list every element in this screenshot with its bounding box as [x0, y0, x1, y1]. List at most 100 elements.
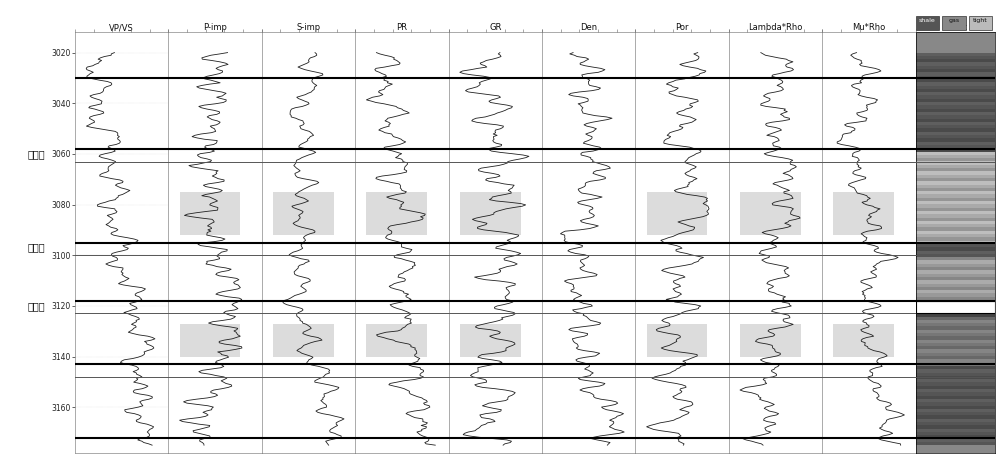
Bar	[916, 234, 995, 237]
Bar	[916, 267, 995, 270]
Bar	[916, 353, 995, 356]
Bar	[916, 363, 995, 366]
Bar	[916, 379, 995, 383]
Bar	[916, 85, 995, 89]
Bar	[916, 244, 995, 247]
Bar	[916, 102, 995, 105]
Bar	[916, 399, 995, 402]
Bar	[916, 323, 995, 327]
Bar	[916, 429, 995, 432]
Bar	[916, 155, 995, 158]
Bar	[916, 221, 995, 224]
Bar	[916, 175, 995, 178]
Bar	[916, 310, 995, 313]
Bar	[916, 366, 995, 369]
Bar	[916, 422, 995, 426]
Bar	[916, 316, 995, 320]
Bar	[916, 386, 995, 389]
Bar	[916, 178, 995, 181]
Bar	[916, 195, 995, 198]
Bar	[916, 277, 995, 280]
Bar	[942, 16, 966, 30]
Bar	[916, 112, 995, 116]
Bar	[969, 16, 992, 30]
Bar	[916, 320, 995, 323]
Bar	[916, 300, 995, 304]
Bar	[916, 145, 995, 148]
Bar	[916, 96, 995, 99]
Bar	[916, 389, 995, 392]
Bar	[916, 184, 995, 188]
Bar	[647, 323, 707, 357]
Bar	[916, 304, 995, 307]
Bar	[916, 198, 995, 201]
Bar	[916, 224, 995, 227]
Title: result: result	[943, 23, 967, 32]
Bar	[916, 301, 995, 313]
Bar	[916, 73, 995, 76]
Title: PR: PR	[396, 23, 407, 32]
Bar	[916, 207, 995, 211]
Text: tight: tight	[973, 18, 988, 23]
Bar	[916, 254, 995, 257]
Bar	[916, 369, 995, 372]
Bar	[916, 89, 995, 92]
Bar	[916, 53, 995, 56]
Bar	[916, 330, 995, 333]
Bar	[916, 307, 995, 310]
Bar	[916, 356, 995, 359]
Bar	[740, 323, 801, 357]
Bar	[916, 333, 995, 336]
Bar	[916, 438, 995, 442]
Bar	[916, 79, 995, 82]
Bar	[647, 192, 707, 235]
Bar	[916, 270, 995, 274]
Bar	[460, 323, 521, 357]
Bar	[916, 261, 995, 264]
Bar	[916, 313, 995, 316]
Bar	[916, 59, 995, 62]
Bar	[916, 409, 995, 412]
Bar	[916, 116, 995, 119]
Bar	[916, 99, 995, 102]
Bar	[916, 340, 995, 343]
Bar	[916, 241, 995, 244]
Bar	[916, 132, 995, 135]
Bar	[916, 327, 995, 330]
Bar	[833, 192, 894, 235]
Bar	[916, 62, 995, 66]
Text: 致密层: 致密层	[27, 301, 45, 311]
Bar	[916, 109, 995, 112]
Bar	[916, 92, 995, 96]
Bar	[740, 192, 801, 235]
Bar	[273, 192, 334, 235]
Bar	[916, 181, 995, 184]
Bar	[916, 343, 995, 346]
Bar	[916, 442, 995, 445]
Bar	[916, 395, 995, 399]
Bar	[916, 284, 995, 287]
Bar	[916, 122, 995, 125]
Bar	[916, 76, 995, 79]
Bar	[916, 383, 995, 386]
Bar	[916, 280, 995, 284]
Bar	[916, 274, 995, 277]
Title: Mu*Rho: Mu*Rho	[852, 23, 886, 32]
Bar	[916, 191, 995, 195]
Title: S-imp: S-imp	[296, 23, 321, 32]
Bar	[916, 402, 995, 406]
Bar	[916, 66, 995, 69]
Bar	[916, 168, 995, 171]
Bar	[916, 293, 995, 297]
Bar	[916, 218, 995, 221]
Bar	[916, 415, 995, 419]
Bar	[916, 412, 995, 415]
Bar	[916, 125, 995, 128]
Bar	[916, 171, 995, 175]
Bar	[916, 372, 995, 376]
Title: Den: Den	[580, 23, 597, 32]
Bar	[916, 105, 995, 109]
Bar	[916, 359, 995, 363]
Title: P-imp: P-imp	[203, 23, 227, 32]
Bar	[916, 165, 995, 168]
